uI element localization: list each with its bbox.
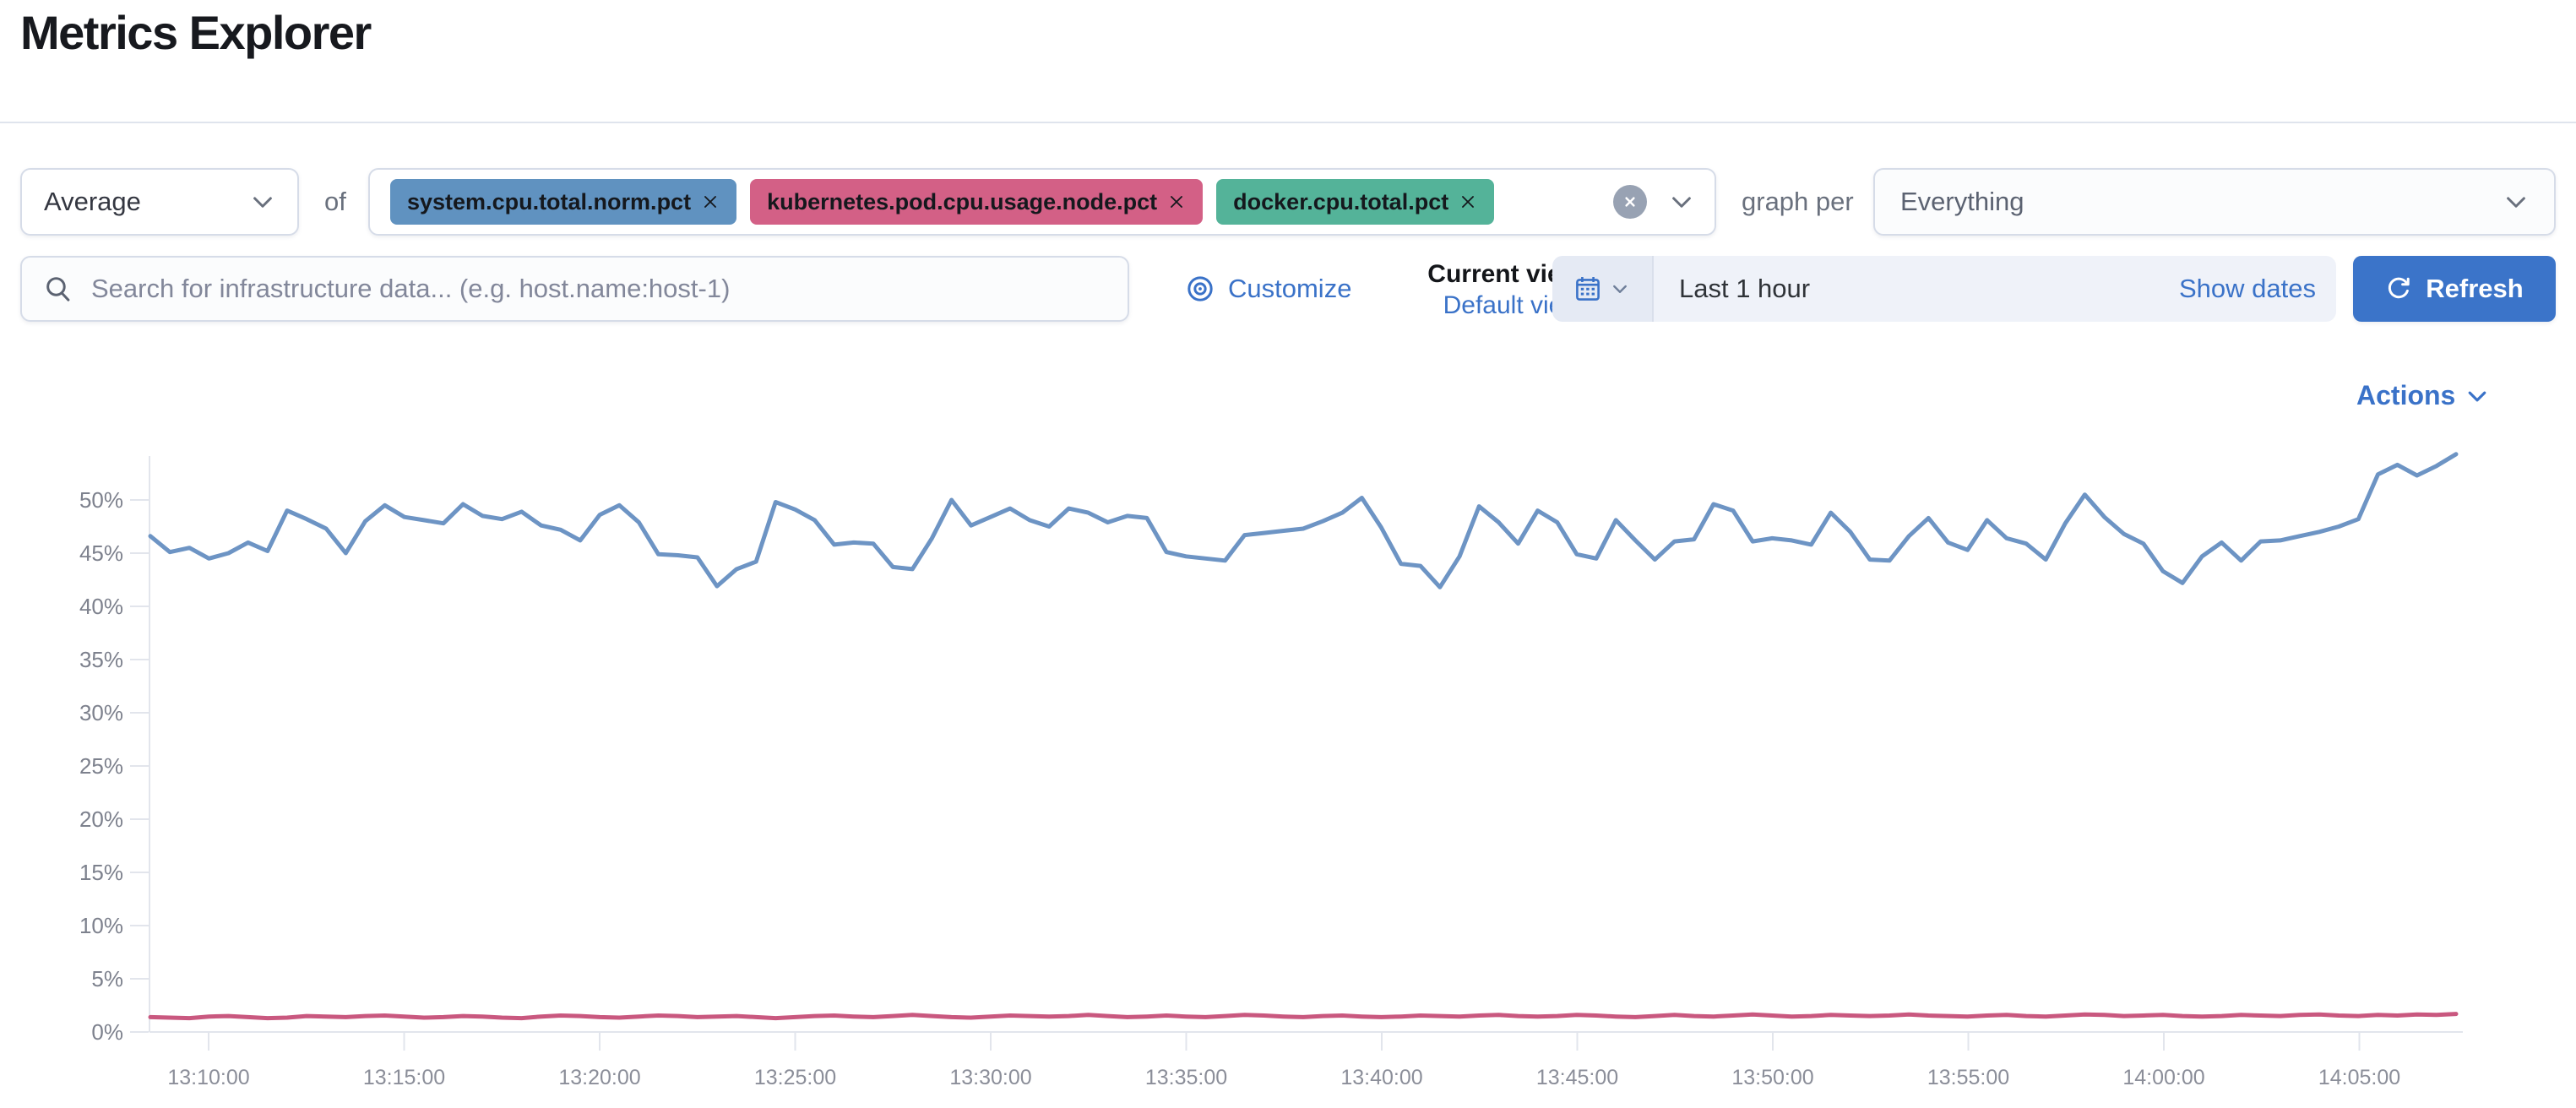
badge-remove-icon[interactable] — [1459, 193, 1477, 211]
chevron-down-icon — [1613, 285, 1627, 293]
series-line — [148, 452, 2459, 589]
header-divider — [0, 122, 2576, 123]
actions-menu-button[interactable]: Actions — [2356, 380, 2489, 411]
x-axis-label: 13:30:00 — [949, 1066, 1031, 1089]
graph-per-label: graph per — [1742, 187, 1854, 216]
metric-badge-label: system.cpu.total.norm.pct — [407, 188, 692, 215]
eye-icon — [1187, 276, 1213, 301]
badge-remove-icon[interactable] — [701, 193, 720, 211]
metric-badge-label: docker.cpu.total.pct — [1233, 188, 1449, 215]
y-axis-label: 35% — [79, 647, 123, 672]
clear-all-metrics-button[interactable] — [1613, 185, 1647, 219]
x-axis-label: 13:40:00 — [1340, 1066, 1422, 1089]
refresh-label: Refresh — [2426, 274, 2524, 303]
metric-badge[interactable]: docker.cpu.total.pct — [1216, 179, 1495, 225]
metrics-line-chart[interactable]: 0% 5% 10% 15% 20% 25% 30% 35% 40% 45% 50% 13:10:00 1… — [0, 439, 2576, 1108]
y-axis-label: 40% — [79, 594, 123, 619]
page-title: Metrics Explorer — [20, 6, 372, 59]
time-range-label[interactable]: Last 1 hour — [1679, 274, 1811, 303]
x-axis-label: 13:20:00 — [558, 1066, 640, 1089]
x-axis-label: 14:05:00 — [2318, 1066, 2400, 1089]
of-label: of — [324, 187, 346, 216]
series-line — [148, 1012, 2459, 1021]
y-axis-label: 10% — [79, 913, 123, 938]
customize-label: Customize — [1228, 274, 1352, 303]
x-axis-label: 13:45:00 — [1536, 1066, 1618, 1089]
x-axis-label: 14:00:00 — [2122, 1066, 2204, 1089]
quick-select-button[interactable] — [1552, 256, 1654, 322]
chevron-down-icon — [2507, 197, 2525, 208]
y-axis-label: 45% — [79, 540, 123, 566]
metrics-combobox[interactable]: system.cpu.total.norm.pct kubernetes.pod.… — [368, 168, 1716, 236]
customize-button[interactable]: Customize — [1186, 256, 1351, 322]
x-axis-label: 13:55:00 — [1927, 1066, 2009, 1089]
aggregation-value: Average — [44, 187, 141, 216]
y-axis-label: 5% — [91, 966, 123, 991]
current-view-label: Current view — [1427, 260, 1581, 288]
y-axis-label: 20% — [79, 807, 123, 832]
y-axis-label: 15% — [79, 860, 123, 885]
calendar-icon — [1576, 277, 1600, 301]
search-box[interactable] — [20, 256, 1129, 322]
default-view-link[interactable]: Default view — [1443, 291, 1581, 319]
search-input[interactable] — [90, 273, 1106, 305]
clear-x-icon — [1625, 197, 1635, 207]
y-axis-label: 50% — [79, 487, 123, 513]
x-axis-label: 13:50:00 — [1731, 1066, 1813, 1089]
chevron-down-icon — [253, 197, 272, 208]
metric-badge-label: kubernetes.pod.cpu.usage.node.pct — [767, 188, 1158, 215]
x-axis-label: 13:25:00 — [754, 1066, 836, 1089]
chevron-down-icon — [2469, 391, 2486, 401]
metric-badge[interactable]: kubernetes.pod.cpu.usage.node.pct — [750, 179, 1204, 225]
badge-remove-icon[interactable] — [1167, 193, 1186, 211]
y-axis-label: 30% — [79, 700, 123, 725]
x-axis-label: 13:10:00 — [167, 1066, 249, 1089]
refresh-icon — [2389, 277, 2410, 299]
actions-label: Actions — [2356, 380, 2456, 410]
y-axis-label: 0% — [91, 1019, 123, 1045]
refresh-button[interactable]: Refresh — [2353, 256, 2556, 322]
date-picker: Last 1 hour Show dates — [1552, 256, 2336, 322]
group-by-value: Everything — [1900, 187, 2024, 216]
group-by-select[interactable]: Everything — [1873, 168, 2556, 236]
x-axis-label: 13:35:00 — [1145, 1066, 1227, 1089]
y-axis-label: 25% — [79, 753, 123, 779]
metric-badge[interactable]: system.cpu.total.norm.pct — [390, 179, 737, 225]
chevron-down-icon[interactable] — [1669, 189, 1694, 215]
x-axis-label: 13:15:00 — [363, 1066, 445, 1089]
aggregation-select[interactable]: Average — [20, 168, 299, 236]
metric-badges: system.cpu.total.norm.pct kubernetes.pod.… — [390, 179, 1495, 225]
show-dates-link[interactable]: Show dates — [2179, 274, 2316, 303]
search-icon — [46, 277, 70, 301]
